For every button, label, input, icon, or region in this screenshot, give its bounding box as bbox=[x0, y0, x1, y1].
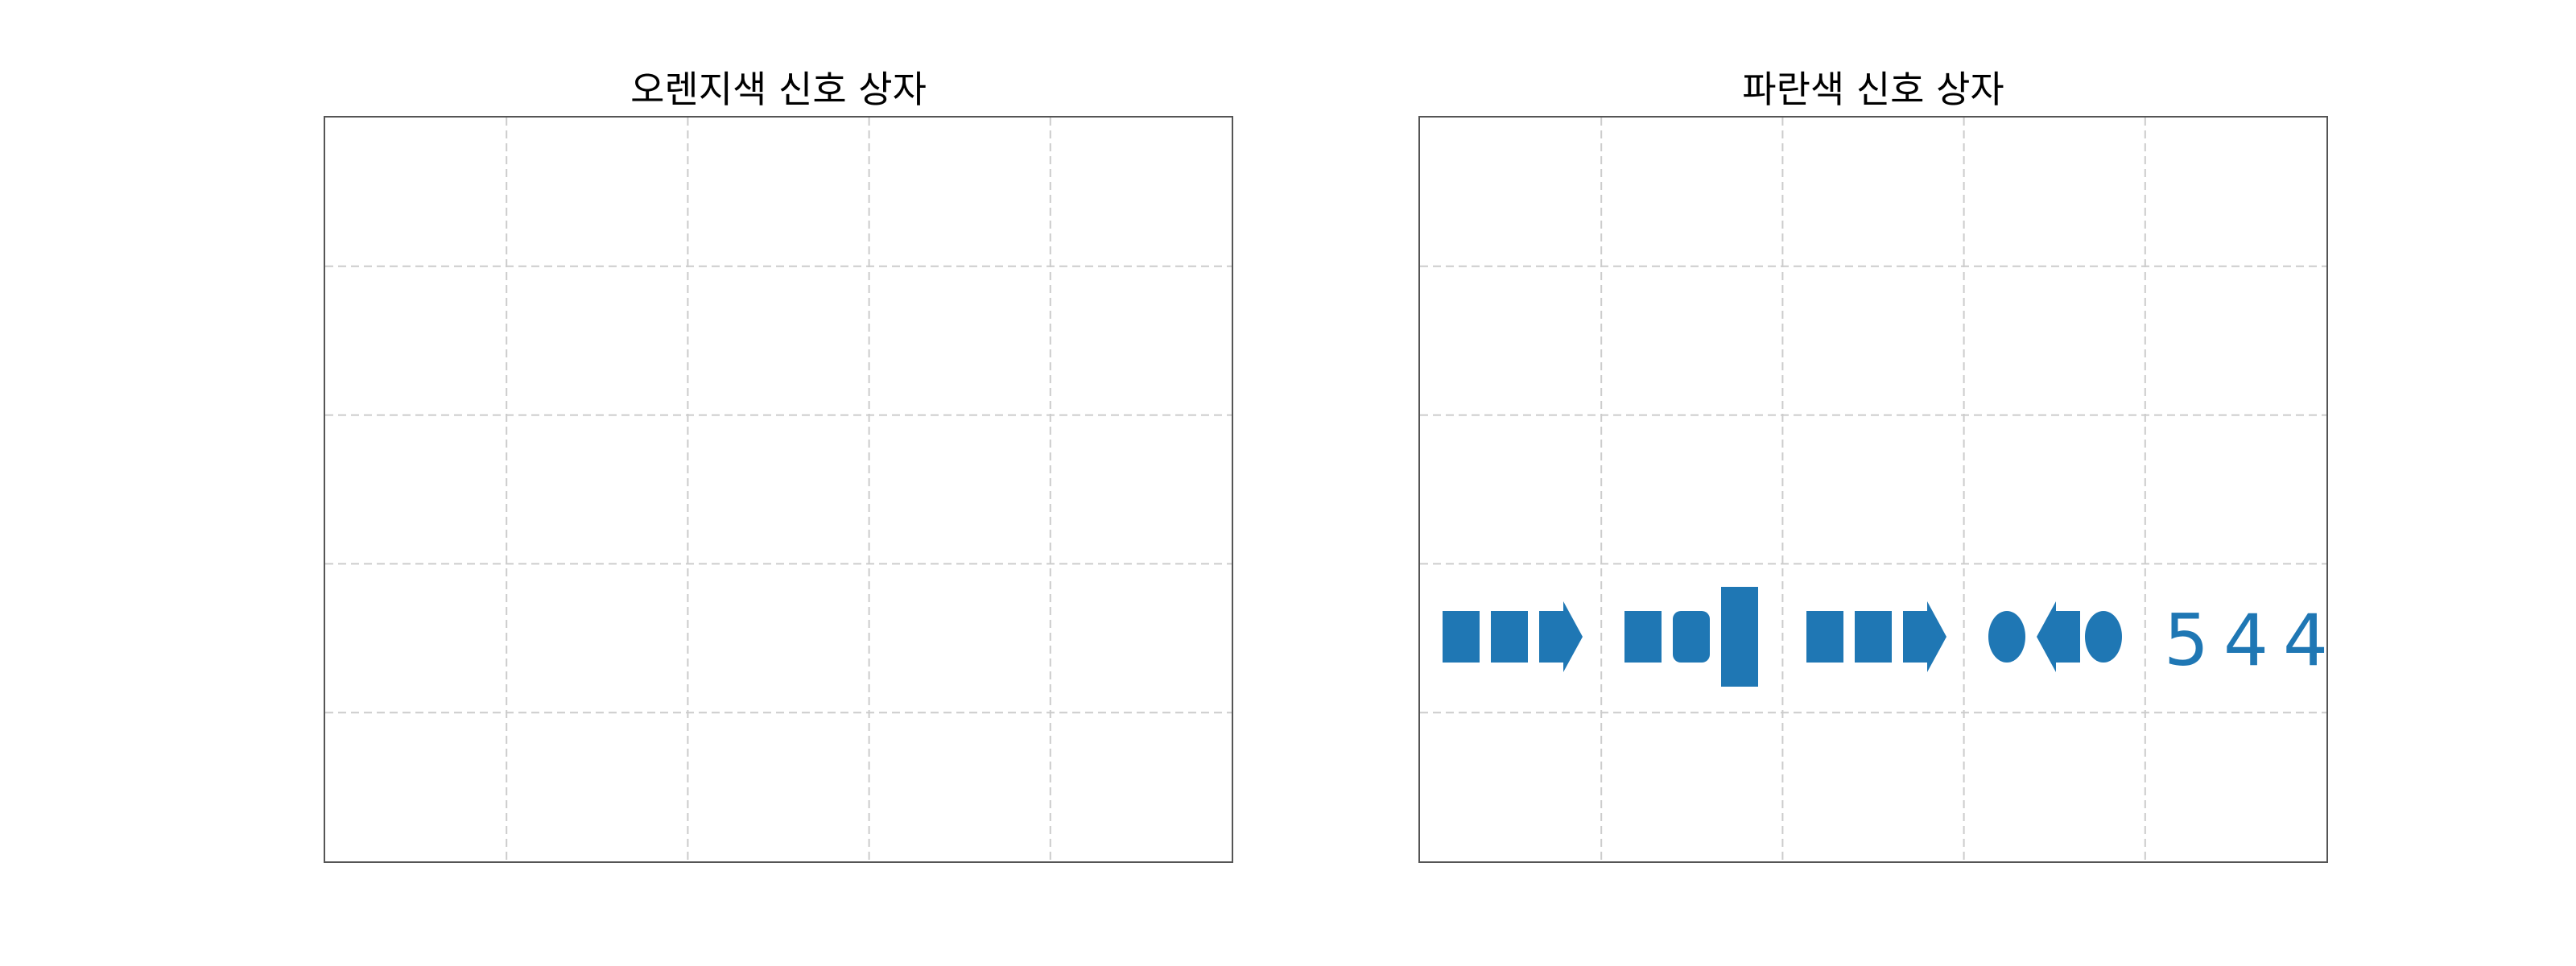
tall-bar-icon bbox=[1721, 587, 1758, 687]
arrow-left-icon bbox=[2037, 601, 2080, 672]
panel-orange-box bbox=[324, 116, 1233, 863]
signal-symbols bbox=[1443, 587, 2122, 687]
rounded-square-icon bbox=[1673, 611, 1710, 663]
arrow-right-icon bbox=[1903, 601, 1946, 672]
circle-icon bbox=[2085, 611, 2122, 663]
signal-count-label: 544 bbox=[2164, 599, 2343, 682]
grid-lines bbox=[325, 118, 1232, 861]
panel-title-orange: 오렌지색 신호 상자 bbox=[630, 68, 927, 111]
circle-icon bbox=[1988, 611, 2025, 663]
panel-blue-box: 544 bbox=[1418, 116, 2328, 863]
arrow-right-icon bbox=[1539, 601, 1583, 672]
square-icon bbox=[1624, 611, 1662, 663]
square-icon bbox=[1855, 611, 1892, 663]
square-icon bbox=[1443, 611, 1480, 663]
panel-title-blue: 파란색 신호 상자 bbox=[1742, 68, 2004, 111]
square-icon bbox=[1491, 611, 1528, 663]
square-icon bbox=[1806, 611, 1843, 663]
grid-lines bbox=[1420, 118, 2326, 861]
